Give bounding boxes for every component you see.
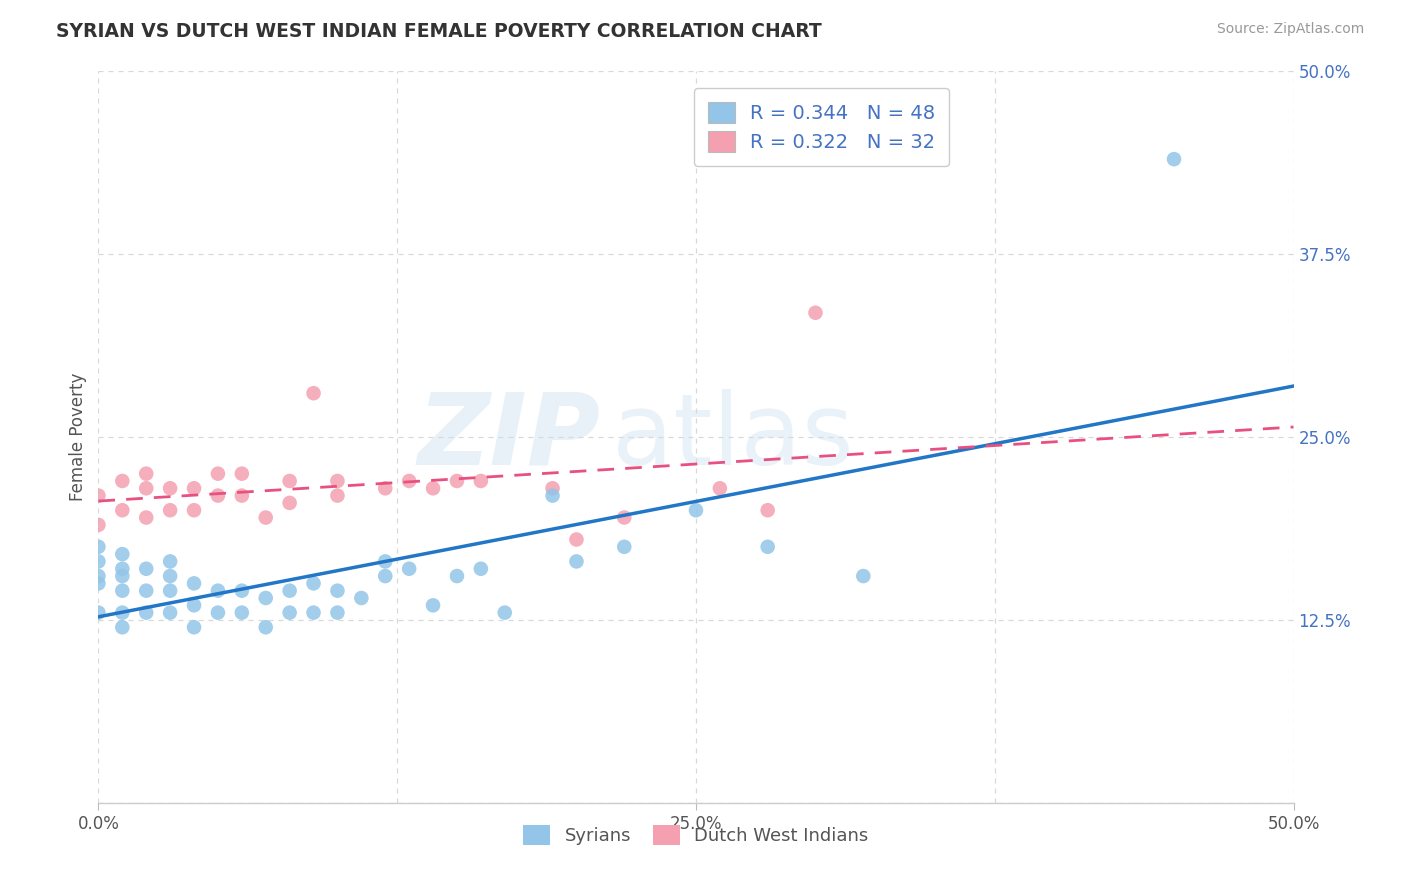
Point: [111, 620, 134, 634]
Point: [111, 583, 134, 598]
Point: [613, 540, 636, 554]
Point: [350, 591, 373, 605]
Point: [159, 554, 181, 568]
Point: [398, 562, 420, 576]
Point: [111, 474, 134, 488]
Point: [494, 606, 516, 620]
Point: [613, 510, 636, 524]
Point: [87, 540, 110, 554]
Point: [111, 562, 134, 576]
Point: [111, 606, 134, 620]
Point: [302, 576, 325, 591]
Point: [159, 583, 181, 598]
Point: [446, 569, 468, 583]
Point: [254, 510, 277, 524]
Point: [135, 606, 157, 620]
Point: [87, 606, 110, 620]
Point: [852, 569, 875, 583]
Point: [183, 481, 205, 495]
Point: [111, 503, 134, 517]
Point: [207, 583, 229, 598]
Text: SYRIAN VS DUTCH WEST INDIAN FEMALE POVERTY CORRELATION CHART: SYRIAN VS DUTCH WEST INDIAN FEMALE POVER…: [56, 22, 823, 41]
Text: ZIP: ZIP: [418, 389, 600, 485]
Point: [756, 540, 779, 554]
Point: [374, 481, 396, 495]
Point: [87, 576, 110, 591]
Point: [374, 554, 396, 568]
Point: [135, 481, 157, 495]
Point: [231, 606, 253, 620]
Point: [207, 467, 229, 481]
Point: [135, 562, 157, 576]
Point: [804, 306, 827, 320]
Point: [541, 489, 564, 503]
Point: [709, 481, 731, 495]
Point: [326, 489, 349, 503]
Point: [278, 583, 301, 598]
Point: [278, 606, 301, 620]
Point: [87, 517, 110, 532]
Point: [111, 569, 134, 583]
Y-axis label: Female Poverty: Female Poverty: [69, 373, 87, 501]
Point: [183, 620, 205, 634]
Point: [470, 562, 492, 576]
Point: [541, 481, 564, 495]
Point: [231, 489, 253, 503]
Point: [756, 503, 779, 517]
Point: [135, 583, 157, 598]
Point: [111, 547, 134, 561]
Point: [207, 489, 229, 503]
Point: [87, 554, 110, 568]
Point: [159, 569, 181, 583]
Point: [446, 474, 468, 488]
Point: [183, 576, 205, 591]
Point: [159, 503, 181, 517]
Point: [254, 591, 277, 605]
Point: [326, 606, 349, 620]
Point: [1163, 152, 1185, 166]
Text: Source: ZipAtlas.com: Source: ZipAtlas.com: [1216, 22, 1364, 37]
Point: [326, 583, 349, 598]
Point: [183, 503, 205, 517]
Point: [183, 599, 205, 613]
Point: [422, 481, 444, 495]
Point: [231, 583, 253, 598]
Point: [278, 496, 301, 510]
Point: [326, 474, 349, 488]
Point: [565, 533, 588, 547]
Point: [302, 606, 325, 620]
Point: [87, 569, 110, 583]
Point: [278, 474, 301, 488]
Point: [231, 467, 253, 481]
Point: [207, 606, 229, 620]
Point: [398, 474, 420, 488]
Point: [470, 474, 492, 488]
Point: [302, 386, 325, 401]
Point: [159, 481, 181, 495]
Point: [135, 467, 157, 481]
Point: [87, 489, 110, 503]
Point: [565, 554, 588, 568]
Point: [159, 606, 181, 620]
Point: [374, 569, 396, 583]
Point: [422, 599, 444, 613]
Point: [135, 510, 157, 524]
Point: [685, 503, 707, 517]
Legend: Syrians, Dutch West Indians: Syrians, Dutch West Indians: [516, 818, 876, 852]
Text: atlas: atlas: [613, 389, 853, 485]
Point: [254, 620, 277, 634]
